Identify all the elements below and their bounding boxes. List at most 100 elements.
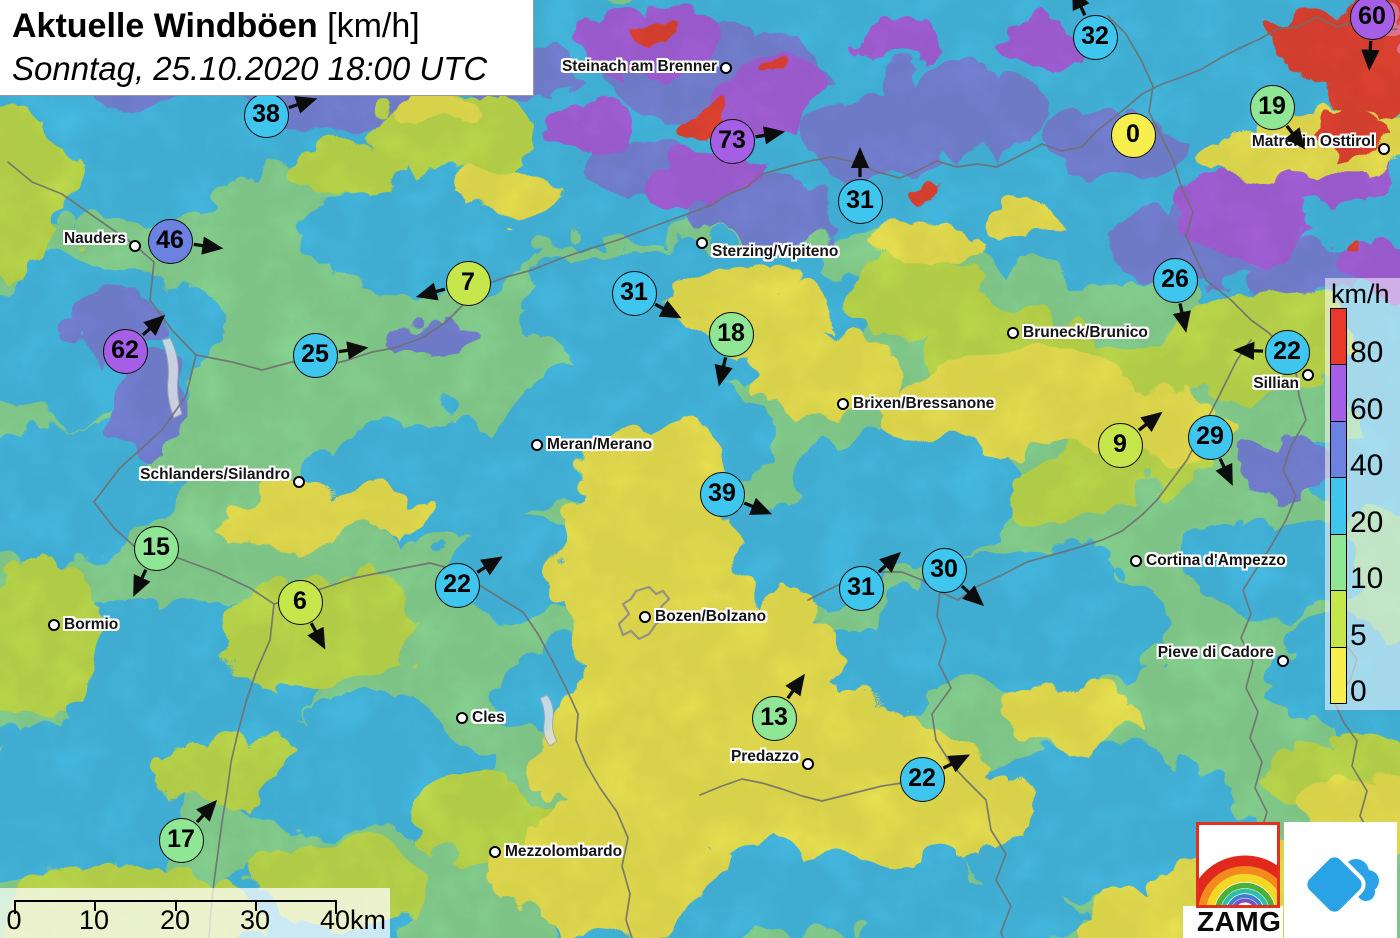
wind-direction-arrow [288, 96, 318, 114]
station-gust-marker: 9 [1097, 422, 1143, 468]
station-gust-marker: 22 [1264, 329, 1310, 375]
wind-direction-arrow [755, 126, 786, 145]
wind-direction-arrow [133, 569, 151, 597]
wind-direction-arrow [1172, 303, 1191, 333]
legend-tick-label: 60 [1350, 392, 1384, 426]
legend-segment [1330, 364, 1347, 422]
zamg-text-background [1183, 906, 1283, 938]
legend-segment [1330, 477, 1347, 535]
zamg-wordmark: ZAMG [1197, 906, 1282, 937]
map-title-box: Aktuelle Windböen [km/h] Sonntag, 25.10.… [0, 0, 534, 96]
station-gust-marker: 15 [133, 525, 179, 571]
wind-direction-arrow [942, 754, 971, 773]
wind-direction-arrow [415, 282, 446, 301]
scalebar-number: 30 [239, 905, 271, 935]
legend-tick-label: 80 [1350, 336, 1384, 370]
station-gust-marker: 26 [1152, 257, 1198, 303]
station-gust-marker: 31 [611, 270, 657, 316]
place-dot [1277, 655, 1289, 667]
legend-segment [1330, 646, 1347, 704]
map-datetime: Sonntag, 25.10.2020 18:00 UTC [12, 50, 488, 87]
scalebar-tick [94, 900, 97, 911]
zamg-logo [1196, 822, 1280, 908]
place-label: Nauders [63, 230, 126, 247]
station-gust-marker: 22 [434, 562, 480, 608]
wind-direction-arrow [785, 673, 805, 700]
place-label: Bozen/Bolzano [655, 608, 767, 625]
scalebar-number: 0 [6, 905, 22, 935]
scalebar-tick [255, 900, 258, 911]
place-label: Steinach am Brenner [561, 58, 717, 75]
wind-direction-arrow [338, 341, 369, 360]
place-dot [456, 712, 468, 724]
station-gust-marker: 19 [1249, 84, 1295, 130]
legend-segment [1330, 308, 1347, 366]
wind-direction-arrow [1215, 458, 1233, 486]
place-dot [720, 62, 732, 74]
station-gust-marker: 17 [158, 817, 204, 863]
station-gust-marker: 30 [921, 547, 967, 593]
place-dot [1302, 369, 1314, 381]
scalebar-tick [175, 900, 178, 911]
wind-direction-arrow [1137, 411, 1163, 433]
scalebar-tick [335, 900, 338, 914]
station-gust-marker: 22 [899, 756, 945, 802]
place-label: Mezzolombardo [505, 843, 623, 860]
title-main: Aktuelle Windböen [12, 7, 318, 45]
station-gust-marker: 39 [699, 471, 745, 517]
legend-unit-label: km/h [1331, 279, 1390, 309]
place-dot [531, 439, 543, 451]
station-gust-marker: 0 [1110, 112, 1156, 158]
legend-tick-label: 10 [1350, 562, 1384, 596]
legend-tick-label: 0 [1350, 675, 1367, 708]
wind-direction-arrow [476, 556, 503, 576]
wind-direction-arrow [141, 314, 166, 337]
partner-logo [1284, 822, 1397, 938]
wind-direction-arrow [654, 300, 682, 319]
station-gust-marker: 18 [708, 311, 754, 357]
station-gust-marker: 73 [709, 118, 755, 164]
glacier-patch [161, 337, 558, 747]
place-label: Bormio [64, 616, 119, 633]
map-title: Aktuelle Windböen [km/h] [12, 4, 533, 48]
station-gust-marker: 38 [243, 92, 289, 138]
place-dot [837, 398, 849, 410]
place-dot [1130, 555, 1142, 567]
place-label: Meran/Merano [547, 436, 653, 453]
wind-direction-arrow [1072, 0, 1090, 16]
wind-direction-arrow [307, 622, 326, 650]
wind-direction-arrow [1284, 124, 1306, 150]
place-dot [639, 611, 651, 623]
wind-direction-arrow [714, 357, 733, 387]
scalebar-rule [14, 900, 335, 902]
distance-scalebar: 0 10 20 30 40km [0, 888, 390, 938]
place-dot [129, 240, 141, 252]
station-gust-marker: 31 [838, 565, 884, 611]
mountain-cloud-icon [1303, 853, 1379, 916]
station-gust-marker: 46 [147, 218, 193, 264]
title-unit: [km/h] [327, 7, 420, 45]
place-label: Brixen/Bressanone [853, 395, 995, 412]
station-gust-marker: 25 [292, 332, 338, 378]
legend-tick-label: 20 [1350, 505, 1384, 539]
wind-direction-arrow [1361, 40, 1380, 71]
legend-segment [1330, 533, 1347, 592]
legend-tick-label: 5 [1350, 618, 1367, 652]
place-label: Schlanders/Silandro [140, 466, 290, 483]
wind-direction-arrow [1233, 341, 1264, 361]
scalebar-tick [14, 900, 17, 914]
place-dot [802, 758, 814, 770]
station-gust-marker: 31 [837, 178, 883, 224]
wind-direction-arrow [877, 551, 902, 574]
station-gust-marker: 60 [1349, 0, 1395, 40]
station-gust-marker: 32 [1072, 14, 1118, 60]
station-gust-marker: 7 [445, 260, 491, 306]
place-dot [696, 237, 708, 249]
legend-segment [1330, 420, 1347, 479]
wind-direction-arrow [195, 799, 218, 824]
border-lines [7, 15, 1398, 938]
place-label: Predazzo [730, 748, 799, 765]
